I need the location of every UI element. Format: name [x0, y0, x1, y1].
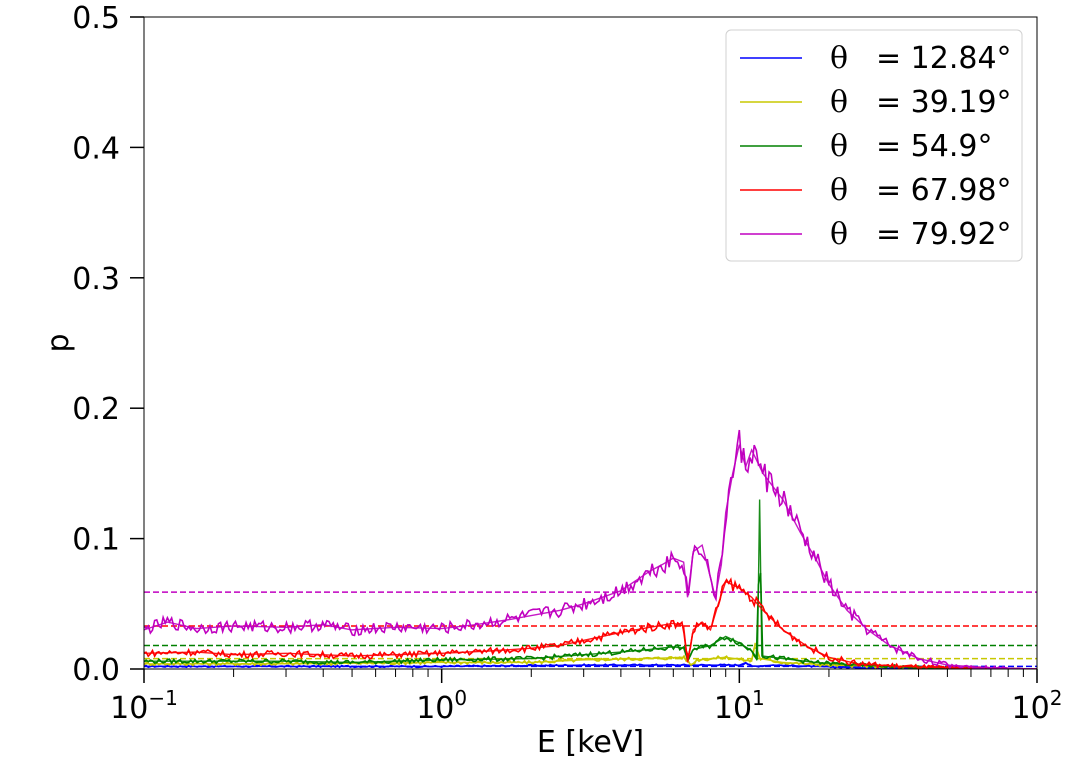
series-line-3: [144, 577, 1037, 669]
series-feature-line-2: [144, 499, 1037, 669]
x-tick-label: 100: [416, 686, 467, 726]
y-tick-label: 0.3: [72, 262, 120, 297]
y-axis: 0.0 0.1 0.2 0.3 0.4 0.5: [72, 1, 144, 688]
series-feature-line-0: [144, 661, 1037, 669]
legend-label: = 12.84°: [876, 41, 1012, 76]
series-feature-line-3: [144, 580, 1037, 669]
y-tick-label: 0.0: [72, 653, 120, 688]
plot-frame: [143, 16, 1038, 670]
y-tick-label: 0.1: [72, 523, 120, 558]
series-lines: [144, 429, 1037, 669]
legend-symbol: θ: [830, 129, 848, 164]
series-feature-line-4: [144, 444, 1037, 669]
legend-symbol: θ: [830, 173, 848, 208]
legend-label: = 79.92°: [876, 217, 1012, 252]
y-axis-title: p: [41, 333, 76, 352]
y-tick-label: 0.5: [72, 1, 120, 36]
legend-symbol: θ: [830, 217, 848, 252]
y-tick-label: 0.4: [72, 131, 120, 166]
legend-box: [725, 29, 1023, 262]
x-tick-label: 101: [714, 686, 765, 726]
legend-label: = 67.98°: [876, 173, 1012, 208]
x-axis: 10−1 100 101 102: [110, 669, 1062, 726]
series-line-4: [144, 429, 1037, 669]
legend-symbol: θ: [830, 41, 848, 76]
legend-label: = 54.9°: [876, 129, 992, 164]
series-feature-line-1: [144, 642, 1037, 669]
legend-symbol: θ: [830, 85, 848, 120]
y-tick-label: 0.2: [72, 392, 120, 427]
legend: θ = 12.84° θ = 39.19° θ = 54.9° θ = 67.98° θ = 79…: [725, 29, 1023, 262]
x-axis-title: E [keV]: [537, 725, 644, 760]
x-tick-label: 102: [1012, 686, 1063, 726]
legend-label: = 39.19°: [876, 85, 1012, 120]
x-tick-label: 10−1: [110, 686, 178, 726]
